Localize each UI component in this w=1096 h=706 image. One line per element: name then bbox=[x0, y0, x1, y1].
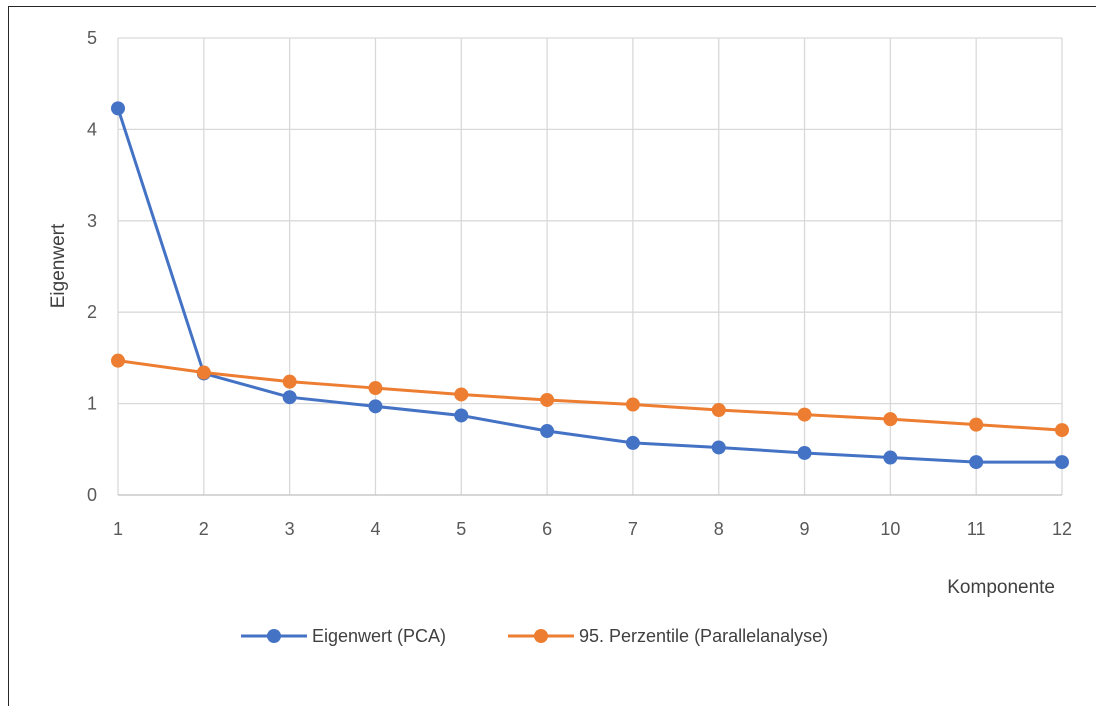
data-point bbox=[883, 450, 898, 465]
data-point bbox=[625, 435, 640, 450]
data-point bbox=[1055, 455, 1069, 470]
legend-marker bbox=[267, 629, 281, 643]
series-2 bbox=[111, 353, 1069, 438]
x-tick-label: 11 bbox=[967, 519, 986, 539]
x-tick-label: 12 bbox=[1052, 519, 1072, 539]
data-point bbox=[883, 412, 898, 427]
data-point bbox=[969, 417, 984, 432]
x-tick-label: 10 bbox=[880, 519, 900, 539]
data-point bbox=[368, 381, 383, 396]
x-tick-label: 6 bbox=[542, 519, 552, 539]
x-axis-title: Komponente bbox=[947, 577, 1055, 598]
series-group bbox=[111, 101, 1069, 470]
data-point bbox=[454, 387, 469, 402]
x-tick-label: 2 bbox=[199, 519, 209, 539]
x-tick-label: 8 bbox=[714, 519, 724, 539]
x-tick-label: 5 bbox=[456, 519, 466, 539]
x-tick-label: 9 bbox=[800, 519, 810, 539]
data-point bbox=[797, 445, 812, 460]
data-point bbox=[625, 397, 640, 412]
data-point bbox=[1055, 423, 1069, 438]
x-tick-label: 3 bbox=[285, 519, 295, 539]
data-point bbox=[711, 402, 726, 417]
y-axis-title: Eigenwert bbox=[48, 223, 69, 308]
legend-item: Eigenwert (PCA) bbox=[241, 626, 446, 646]
data-point bbox=[797, 407, 812, 422]
legend: Eigenwert (PCA) 95. Perzentile (Parallela… bbox=[241, 626, 828, 646]
data-point bbox=[454, 408, 469, 423]
data-point bbox=[368, 399, 383, 414]
data-point bbox=[282, 374, 297, 389]
y-tick-label: 5 bbox=[87, 28, 97, 48]
data-point bbox=[111, 353, 125, 368]
data-point bbox=[711, 440, 726, 455]
y-tick-label: 1 bbox=[87, 394, 97, 414]
gridlines bbox=[117, 37, 1063, 496]
x-axis-ticks: 1 2 3 4 5 6 7 8 9 10 11 12 bbox=[113, 519, 1072, 539]
y-tick-label: 0 bbox=[87, 485, 97, 505]
data-point bbox=[969, 455, 984, 470]
data-point bbox=[540, 392, 555, 407]
series-1 bbox=[111, 101, 1069, 470]
legend-item: 95. Perzentile (Parallelanalyse) bbox=[508, 626, 828, 646]
chart-frame bbox=[8, 6, 1096, 706]
legend-marker bbox=[534, 629, 548, 643]
series-line bbox=[117, 359, 1063, 432]
y-tick-label: 2 bbox=[87, 302, 97, 322]
y-tick-label: 4 bbox=[87, 119, 97, 139]
y-tick-label: 3 bbox=[87, 211, 97, 231]
y-axis-ticks: 0 1 2 3 4 5 bbox=[87, 28, 97, 505]
data-point bbox=[196, 365, 211, 380]
x-tick-label: 1 bbox=[113, 519, 123, 539]
legend-label: Eigenwert (PCA) bbox=[312, 626, 446, 646]
data-point bbox=[540, 424, 555, 439]
x-tick-label: 7 bbox=[628, 519, 638, 539]
data-point bbox=[111, 101, 125, 116]
data-point bbox=[282, 390, 297, 405]
series-line bbox=[116, 107, 1062, 464]
legend-label: 95. Perzentile (Parallelanalyse) bbox=[579, 626, 828, 646]
x-tick-label: 4 bbox=[370, 519, 380, 539]
